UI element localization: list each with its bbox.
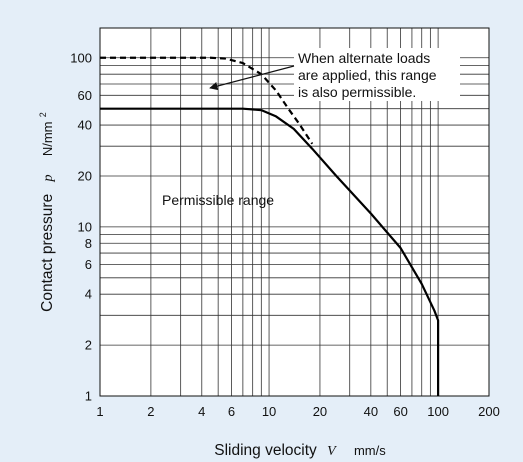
- y-tick-label: 20: [78, 168, 92, 183]
- x-tick-label: 60: [393, 404, 407, 419]
- y-axis-title: Contact pressure p N/mm 2: [38, 112, 56, 312]
- y-tick-label: 4: [85, 287, 92, 302]
- series-line-solid: [100, 107, 440, 396]
- x-tick-label: 10: [262, 404, 276, 419]
- y-axis-unit-exponent: 2: [38, 112, 48, 117]
- y-tick-label: 60: [78, 88, 92, 103]
- y-tick-label: 40: [78, 118, 92, 133]
- x-tick-label: 20: [313, 404, 327, 419]
- y-tick-label: 100: [70, 50, 92, 65]
- x-tick-label: 4: [198, 404, 205, 419]
- y-tick-label: 6: [85, 257, 92, 272]
- y-tick-label: 8: [85, 236, 92, 251]
- annotation-alternate-loads-line3: is also permissible.: [298, 84, 416, 100]
- x-tick-label: 2: [147, 404, 154, 419]
- x-tick-label: 1: [96, 404, 103, 419]
- x-axis-unit: mm/s: [354, 443, 386, 458]
- x-tick-label: 200: [478, 404, 500, 419]
- annotation-permissible-range: Permissible range: [162, 192, 274, 208]
- y-axis-label: Contact pressure: [39, 194, 56, 312]
- x-tick-labels: 1 2 4 6 10 20 40 60 100 200: [96, 404, 499, 419]
- x-axis-label: Sliding velocity: [214, 442, 317, 459]
- y-tick-label: 1: [85, 389, 92, 404]
- x-tick-label: 100: [427, 404, 449, 419]
- x-axis-title: Sliding velocity V mm/s: [214, 442, 386, 459]
- x-axis-symbol: V: [327, 444, 337, 459]
- x-tick-label: 40: [364, 404, 378, 419]
- plot-frame: [99, 27, 490, 397]
- x-tick-label: 6: [228, 404, 235, 419]
- annotation-alternate-loads-line2: are applied, this range: [298, 67, 437, 83]
- y-tick-label: 10: [78, 219, 92, 234]
- annotation-bg: [294, 48, 460, 101]
- y-tick-labels: 1 2 4 6 8 10 20 40 60 100: [70, 50, 92, 403]
- y-axis-symbol: p: [41, 174, 56, 182]
- y-tick-label: 2: [85, 338, 92, 353]
- annotation-arrow: [209, 65, 295, 91]
- annotation-alternate-loads-line1: When alternate loads: [298, 50, 430, 66]
- y-axis-unit: N/mm: [40, 122, 55, 157]
